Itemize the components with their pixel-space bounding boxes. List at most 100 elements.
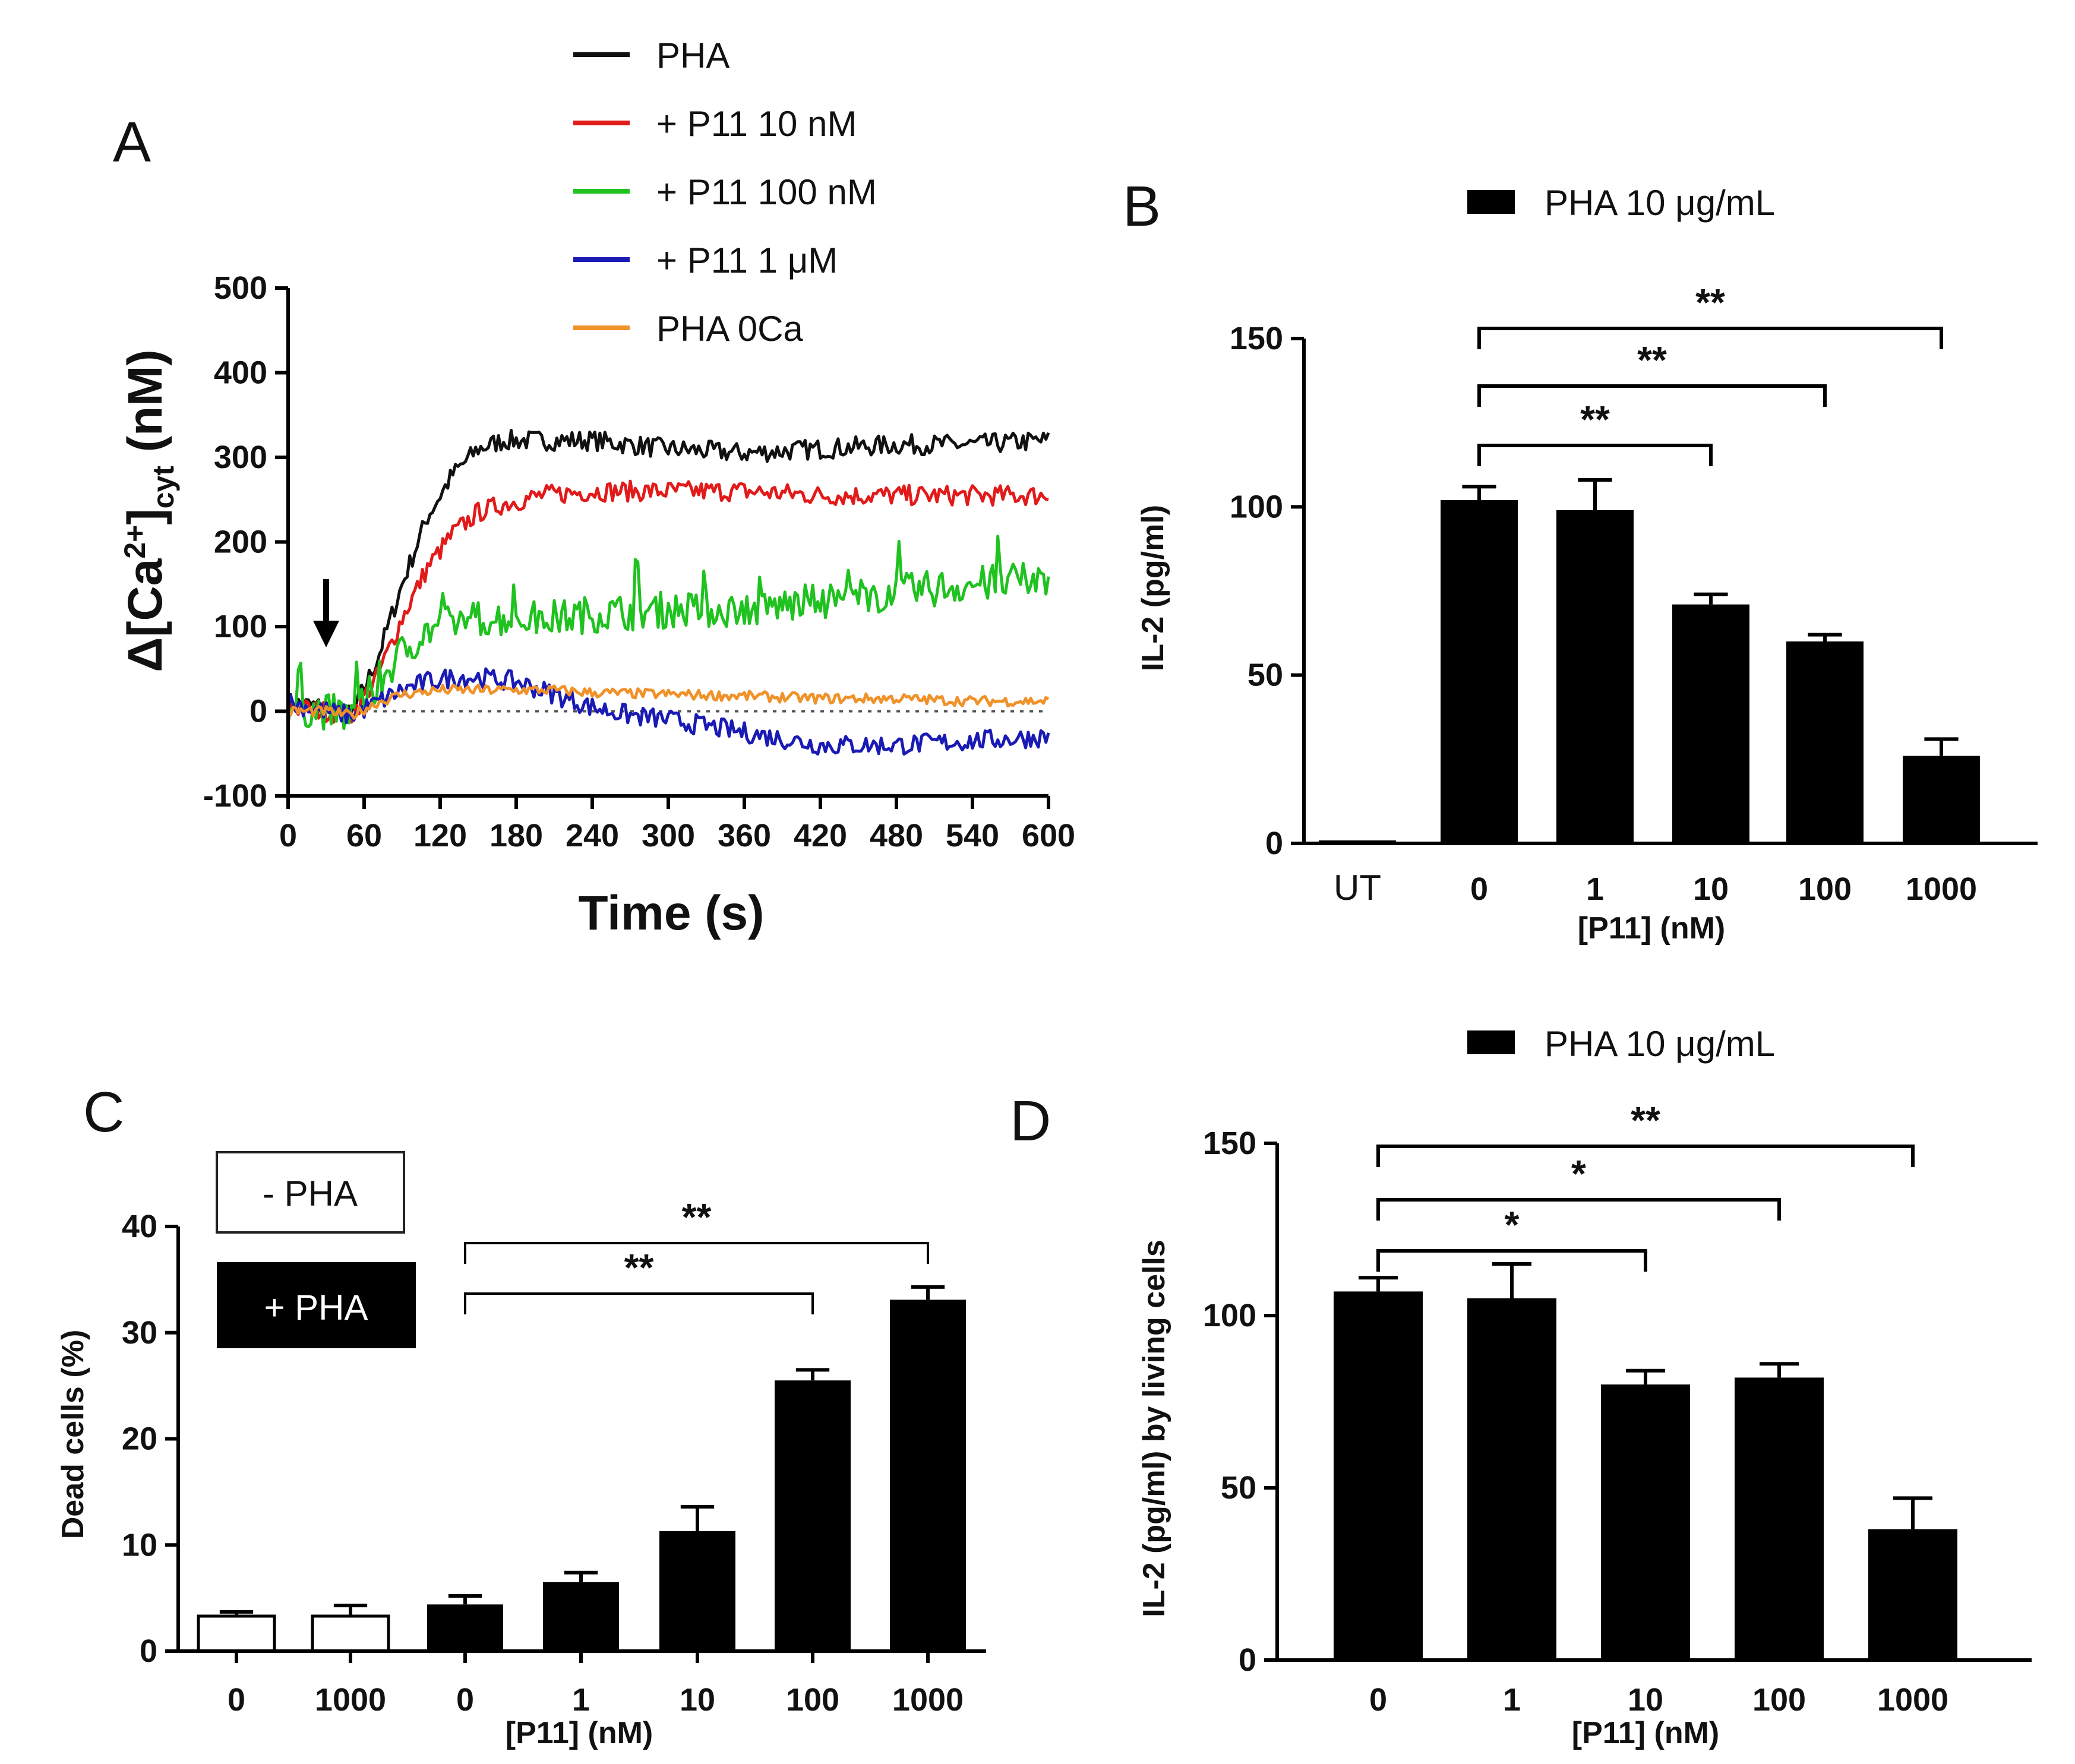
panel-d-bar (1467, 1298, 1556, 1660)
panel-b-x-tick-label: 1 (1586, 871, 1604, 907)
panel-a-series-line (286, 429, 1050, 722)
panel-c-x-tick-label: 1 (572, 1682, 590, 1718)
panel-a-series-line (286, 667, 1050, 756)
panel-c-bar (543, 1582, 619, 1651)
panel-b-significance-stars: ** (1695, 281, 1725, 324)
panel-b-x-tick-label: 10 (1693, 871, 1729, 907)
panel-a-y-tick-label: 0 (249, 694, 267, 729)
panel-b-legend-label: PHA 10 μg/mL (1545, 183, 1775, 223)
panel-b-y-tick-label: 100 (1230, 489, 1283, 524)
panel-d-x-tick-label: 1 (1503, 1682, 1521, 1718)
panel-c-y-tick-label: 20 (122, 1421, 157, 1457)
panel-a-y-axis-title: Δ[Ca2+]cyt (nM) (118, 349, 180, 672)
panel-c-bar (311, 1614, 390, 1653)
panel-a-y-tick-label: 500 (214, 270, 267, 306)
panel-a-stimulus-arrow (313, 579, 339, 647)
panel-a-x-tick-label: 300 (642, 818, 695, 853)
panel-c-legend-box-minus-pha (216, 1151, 405, 1234)
panel-c-x-tick-label: 0 (456, 1682, 474, 1718)
panel-a-legend-label: PHA (656, 36, 729, 75)
panel-c-y-tick-label: 40 (122, 1209, 157, 1244)
panel-letter-c: C (83, 1080, 124, 1144)
panel-c-axes: 0 1000 0 1 10 100 1000 0 10 20 30 40 (122, 1209, 986, 1718)
panel-d-y-tick-label: 100 (1203, 1298, 1256, 1333)
panel-d-bar (1334, 1291, 1423, 1660)
panel-b-bar (1786, 641, 1864, 843)
panel-a-x-tick-label: 480 (870, 818, 923, 853)
panel-a-legend-label: + P11 1 μM (656, 241, 838, 280)
panel-a-arrow-head (313, 621, 339, 647)
panel-d-axes: 0 1 10 100 1000 0 50 100 150 (1203, 1126, 2032, 1718)
panel-a-x-tick-label: 240 (566, 818, 619, 853)
panel-d-legend-label: PHA 10 μg/mL (1545, 1024, 1775, 1064)
panel-d-significance: **** (1376, 1099, 1915, 1272)
panel-a-y-title-sup: 2+ (118, 525, 151, 559)
panel-a-x-tick-label: 600 (1022, 818, 1075, 853)
panel-a-legend-label: + P11 100 nM (656, 172, 877, 212)
panel-d-bar (1601, 1384, 1690, 1660)
panel-d-significance-stars: * (1571, 1152, 1586, 1195)
panel-letter-b: B (1123, 175, 1161, 238)
panel-d-y-axis-title: IL-2 (pg/ml) by living cells (1137, 1240, 1171, 1617)
panel-a-series (286, 429, 1050, 756)
panel-letter-d: D (1010, 1089, 1051, 1153)
panel-d-y-tick-label: 150 (1203, 1126, 1256, 1161)
panel-b-significance: ** ** ** (1477, 281, 1943, 466)
panel-a-series-line (286, 479, 1049, 724)
panel-d-bar (1868, 1529, 1957, 1660)
panel-c-y-tick-label: 10 (122, 1527, 157, 1563)
panel-a-y-tick-label: 400 (214, 355, 267, 391)
panel-b-y-tick-label: 50 (1247, 657, 1283, 693)
panel-c-bar (659, 1531, 735, 1651)
panel-d-significance-bracket (1376, 1198, 1781, 1221)
panel-c-significance-stars: ** (624, 1246, 654, 1289)
panel-b-y-axis-title: IL-2 (pg/ml) (1136, 505, 1170, 671)
panel-b-significance-stars: ** (1637, 339, 1667, 381)
panel-a-y-tick-label: 200 (214, 524, 267, 560)
panel-c-y-axis-title: Dead cells (%) (56, 1330, 90, 1539)
panel-a-series-line (286, 535, 1050, 731)
panel-a-legend: PHA + P11 10 nM + P11 100 nM + P11 1 μM PHA … (573, 36, 877, 349)
panel-d-bar (1735, 1377, 1824, 1660)
panel-c-significance-bracket (464, 1242, 929, 1264)
panel-b-y-tick-label: 0 (1265, 826, 1283, 861)
panel-a-x-axis-title: Time (s) (579, 886, 765, 940)
panel-a-y-title-pre: Δ[Ca (118, 558, 172, 672)
panel-c-significance: ** ** (464, 1196, 929, 1314)
panel-d-x-tick-label: 100 (1752, 1682, 1806, 1718)
panel-b-significance-bracket (1477, 444, 1713, 466)
panel-c-x-tick-label: 1000 (315, 1682, 386, 1718)
panel-letter-a: A (113, 110, 151, 174)
panel-b-legend: PHA 10 μg/mL (1467, 183, 1775, 223)
panel-c-x-tick-label: 100 (786, 1682, 839, 1718)
panel-b-bar (1903, 755, 1980, 843)
panel-a-legend-label: PHA 0Ca (656, 309, 803, 349)
panel-d-bars (1334, 1262, 1957, 1660)
panel-a-y-tick-label: -100 (203, 778, 267, 814)
panel-c-bar (775, 1380, 851, 1651)
panel-b-bar (1441, 500, 1518, 843)
panel-d-legend-swatch (1467, 1030, 1515, 1054)
panel-a-y-title-post: (nM) (118, 349, 172, 466)
panel-d-x-tick-label: 10 (1628, 1682, 1663, 1718)
panel-a-y-tick-label: 300 (214, 440, 267, 475)
panel-a-x-tick-label: 540 (946, 818, 999, 853)
panel-a-x-tick-label: 180 (489, 818, 543, 853)
panel-a-y-tick-label: 100 (214, 609, 267, 644)
panel-a-line-chart: PHA + P11 10 nM + P11 100 nM + P11 1 μM PHA … (118, 36, 1075, 940)
panel-b-x-axis-title: [P11] (nM) (1578, 911, 1725, 946)
panel-c-bar (890, 1300, 966, 1651)
panel-a-axes: -100 0 100 200 300 400 500 0 60 120 180 240 300 360 42… (203, 270, 1075, 853)
panel-b-bar (1672, 604, 1749, 843)
panel-b-significance-stars: ** (1580, 398, 1610, 441)
panel-b-x-tick-label: 100 (1798, 871, 1852, 907)
panel-c-x-tick-label: 10 (680, 1682, 715, 1718)
panel-a-legend-label: + P11 10 nM (656, 104, 857, 144)
panel-c-bar (197, 1614, 276, 1653)
panel-b-x-tick-label: 0 (1470, 871, 1488, 907)
panel-c-x-tick-label: 0 (228, 1682, 245, 1718)
